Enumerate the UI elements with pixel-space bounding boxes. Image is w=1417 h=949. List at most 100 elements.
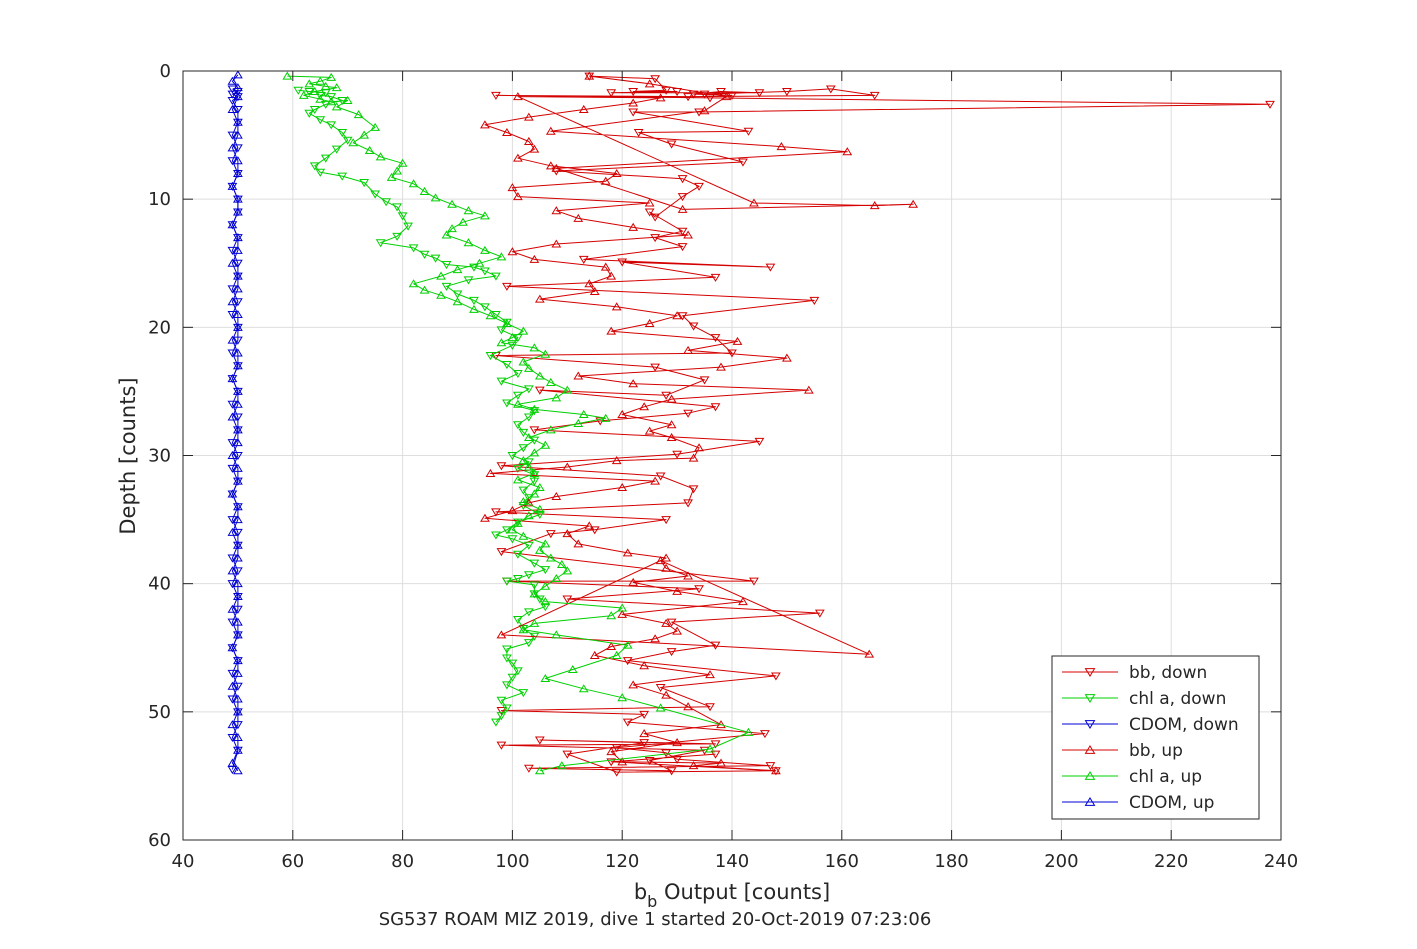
data-point-chl-a-up bbox=[447, 224, 457, 233]
legend-label: bb, up bbox=[1129, 741, 1183, 761]
data-point-chl-a-down bbox=[452, 290, 463, 299]
data-point-cdom-up bbox=[233, 656, 243, 665]
data-point-bb-up bbox=[683, 702, 693, 711]
legend-item-chl-a-up[interactable]: chl a, up bbox=[1062, 767, 1202, 787]
data-point-chl-a-up bbox=[518, 497, 529, 506]
data-point-chl-a-down bbox=[408, 244, 419, 253]
data-point-chl-a-up bbox=[309, 86, 320, 96]
data-point-bb-up bbox=[545, 126, 556, 135]
data-point-bb-up bbox=[661, 563, 672, 572]
data-point-chl-a-up bbox=[298, 90, 309, 99]
data-point-chl-a-down bbox=[502, 645, 512, 654]
legend-item-bb-down[interactable]: bb, down bbox=[1062, 663, 1207, 683]
data-point-cdom-down bbox=[233, 105, 243, 115]
data-point-bb-up bbox=[672, 738, 682, 747]
data-point-chl-a-up bbox=[523, 511, 534, 520]
data-point-cdom-up bbox=[227, 76, 238, 85]
x-tick-label: 120 bbox=[605, 851, 639, 872]
data-point-bb-up bbox=[523, 112, 534, 121]
y-tick-label: 50 bbox=[148, 702, 171, 723]
data-point-bb-down bbox=[705, 94, 715, 103]
data-point-chl-a-down bbox=[518, 486, 529, 495]
data-point-bb-down bbox=[760, 730, 770, 739]
data-point-bb-down bbox=[617, 258, 628, 267]
data-point-bb-up bbox=[628, 577, 639, 586]
data-point-bb-down bbox=[611, 768, 622, 777]
data-point-bb-up bbox=[716, 758, 726, 767]
legend-item-chl-a-down[interactable]: chl a, down bbox=[1062, 689, 1226, 709]
legend-marker-icon bbox=[1084, 744, 1096, 754]
data-point-bb-down bbox=[589, 526, 600, 535]
data-point-bb-down bbox=[771, 672, 781, 681]
legend[interactable]: bb, down chl a, down CDOM, down bb, up chl a… bbox=[1051, 655, 1260, 820]
data-point-chl-a-up bbox=[408, 179, 419, 188]
data-point-bb-up bbox=[551, 163, 562, 172]
data-point-bb-up bbox=[529, 144, 540, 153]
data-point-chl-a-up bbox=[469, 304, 479, 313]
data-point-chl-a-up bbox=[359, 130, 370, 139]
data-point-chl-a-down bbox=[502, 681, 512, 690]
data-point-bb-down bbox=[710, 740, 721, 749]
data-point-bb-up bbox=[639, 402, 650, 411]
data-point-chl-a-up bbox=[529, 468, 540, 477]
data-point-bb-down bbox=[633, 129, 644, 138]
series-line-bb-up bbox=[484, 75, 914, 772]
data-point-chl-a-down bbox=[293, 86, 304, 95]
data-point-bb-down bbox=[666, 648, 677, 657]
data-point-cdom-up bbox=[233, 309, 243, 319]
data-point-bb-down bbox=[523, 764, 534, 773]
data-point-chl-a-down bbox=[491, 531, 501, 540]
data-point-chl-a-up bbox=[534, 504, 545, 513]
data-point-cdom-up bbox=[227, 681, 238, 690]
data-point-cdom-up bbox=[233, 361, 243, 370]
data-point-cdom-down bbox=[233, 452, 243, 461]
legend-item-bb-up[interactable]: bb, up bbox=[1062, 741, 1183, 761]
data-point-bb-up bbox=[694, 443, 704, 452]
data-point-bb-up bbox=[666, 432, 677, 442]
data-point-chl-a-down bbox=[529, 477, 540, 486]
data-point-bb-up bbox=[589, 286, 600, 295]
data-point-chl-a-up bbox=[518, 357, 529, 366]
data-point-bb-up bbox=[644, 426, 655, 435]
data-point-chl-a-up bbox=[513, 475, 523, 484]
data-point-bb-up bbox=[622, 548, 633, 557]
data-point-chl-a-up bbox=[496, 252, 507, 261]
data-point-chl-a-up bbox=[458, 217, 468, 226]
series-line-chl-a-down bbox=[298, 89, 546, 723]
data-point-chl-a-up bbox=[419, 285, 430, 294]
data-point-cdom-down bbox=[227, 285, 238, 294]
data-point-bb-down bbox=[606, 89, 617, 98]
data-point-chl-a-down bbox=[491, 311, 501, 320]
data-point-chl-a-up bbox=[617, 603, 628, 612]
legend-item-cdom-down[interactable]: CDOM, down bbox=[1062, 715, 1239, 735]
x-tick-label: 140 bbox=[715, 851, 749, 872]
data-point-bb-down bbox=[496, 741, 507, 750]
data-point-bb-down bbox=[666, 767, 677, 776]
data-point-chl-a-up bbox=[540, 539, 551, 548]
data-point-bb-down bbox=[628, 88, 639, 97]
data-point-chl-a-up bbox=[567, 664, 578, 674]
data-point-chl-a-down bbox=[397, 212, 408, 221]
data-point-cdom-up bbox=[227, 374, 238, 383]
data-point-bb-down bbox=[869, 91, 880, 100]
data-point-chl-a-down bbox=[496, 696, 507, 705]
data-point-bb-down bbox=[496, 548, 507, 557]
data-point-bb-up bbox=[617, 757, 628, 766]
data-point-bb-down bbox=[705, 703, 715, 712]
data-point-cdom-down bbox=[233, 567, 243, 576]
legend-item-cdom-up[interactable]: CDOM, up bbox=[1062, 793, 1214, 813]
data-point-bb-down bbox=[782, 88, 792, 97]
data-point-bb-down bbox=[628, 108, 639, 117]
data-point-chl-a-up bbox=[743, 727, 754, 736]
data-point-chl-a-down bbox=[529, 407, 540, 416]
data-point-cdom-down bbox=[227, 349, 238, 358]
x-tick-label: 60 bbox=[281, 851, 304, 872]
series-group bbox=[227, 70, 1275, 777]
data-point-cdom-up bbox=[233, 476, 243, 485]
data-point-chl-a-up bbox=[507, 525, 518, 534]
data-point-chl-a-up bbox=[540, 581, 551, 590]
data-point-chl-a-up bbox=[540, 440, 551, 449]
data-point-cdom-down bbox=[233, 528, 243, 537]
data-point-bb-down bbox=[672, 755, 682, 764]
